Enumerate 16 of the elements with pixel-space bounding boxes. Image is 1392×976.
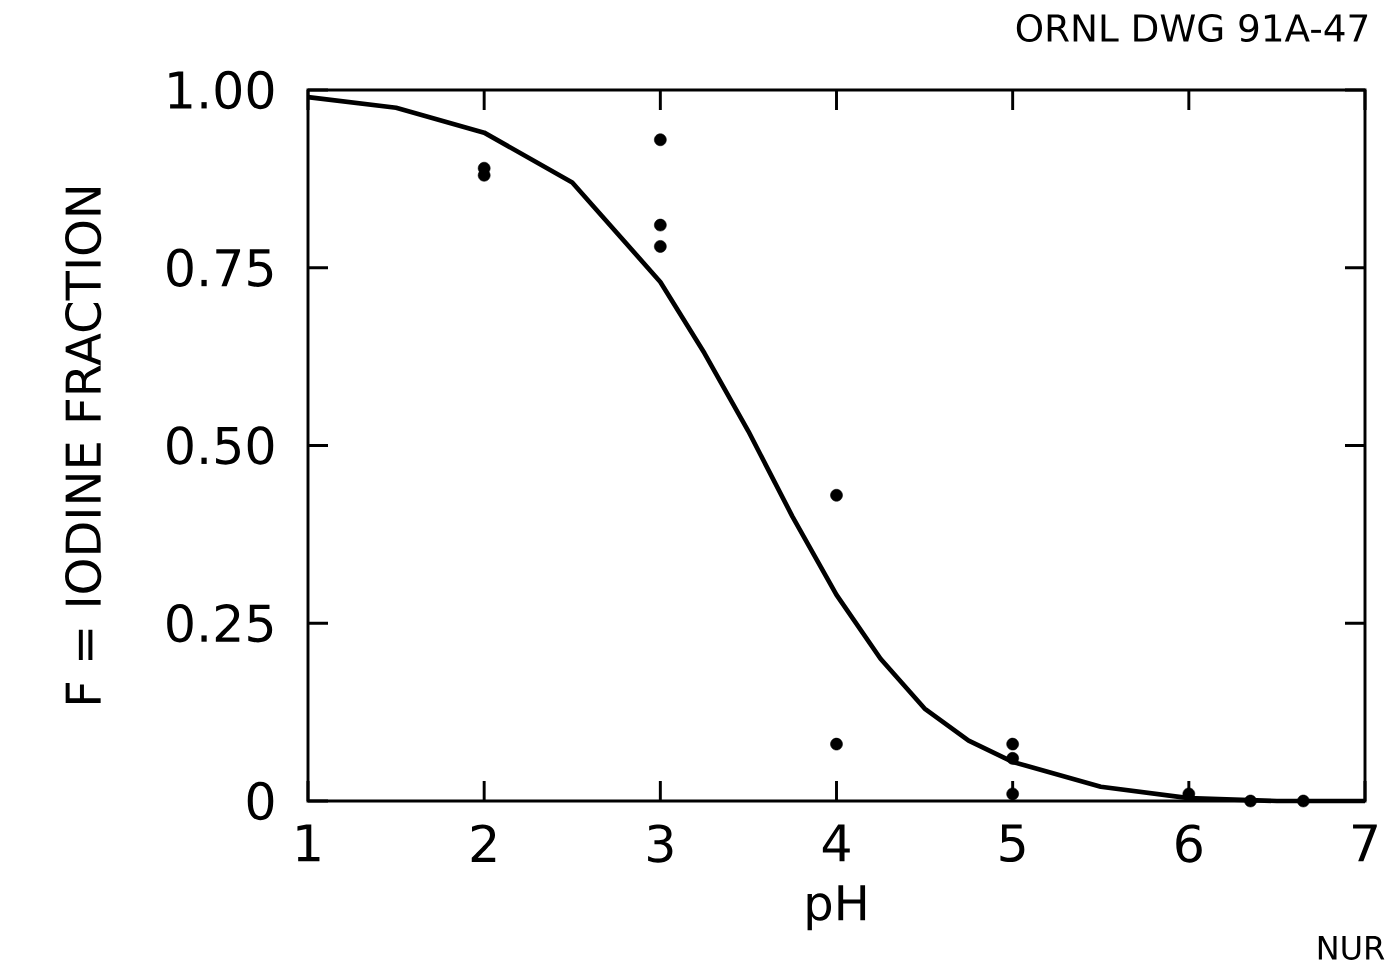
x-tick-label: 5 bbox=[1000, 824, 1025, 863]
y-tick-label: 0 bbox=[247, 781, 274, 821]
x-tick-label: 6 bbox=[1176, 824, 1202, 863]
y-tick-label: 0.75 bbox=[167, 248, 273, 287]
text: NUR bbox=[1318, 936, 1385, 960]
y-tick-label: 1.00 bbox=[169, 70, 274, 110]
x-tick-label: 3 bbox=[648, 824, 673, 863]
x-tick-label: 1 bbox=[297, 824, 320, 862]
y-tick-label: 0.25 bbox=[167, 604, 273, 643]
x-tick-label: 7 bbox=[1353, 824, 1377, 862]
x-tick-label: 4 bbox=[822, 824, 850, 862]
text: ORNL DWG 91A-47 bbox=[1016, 13, 1368, 43]
x-axis-title: pH bbox=[807, 885, 866, 931]
x-tick-label: 2 bbox=[471, 824, 496, 862]
y-axis-title: F = IODINE FRACTION bbox=[65, 187, 102, 704]
y-tick-label: 0.50 bbox=[167, 426, 274, 465]
